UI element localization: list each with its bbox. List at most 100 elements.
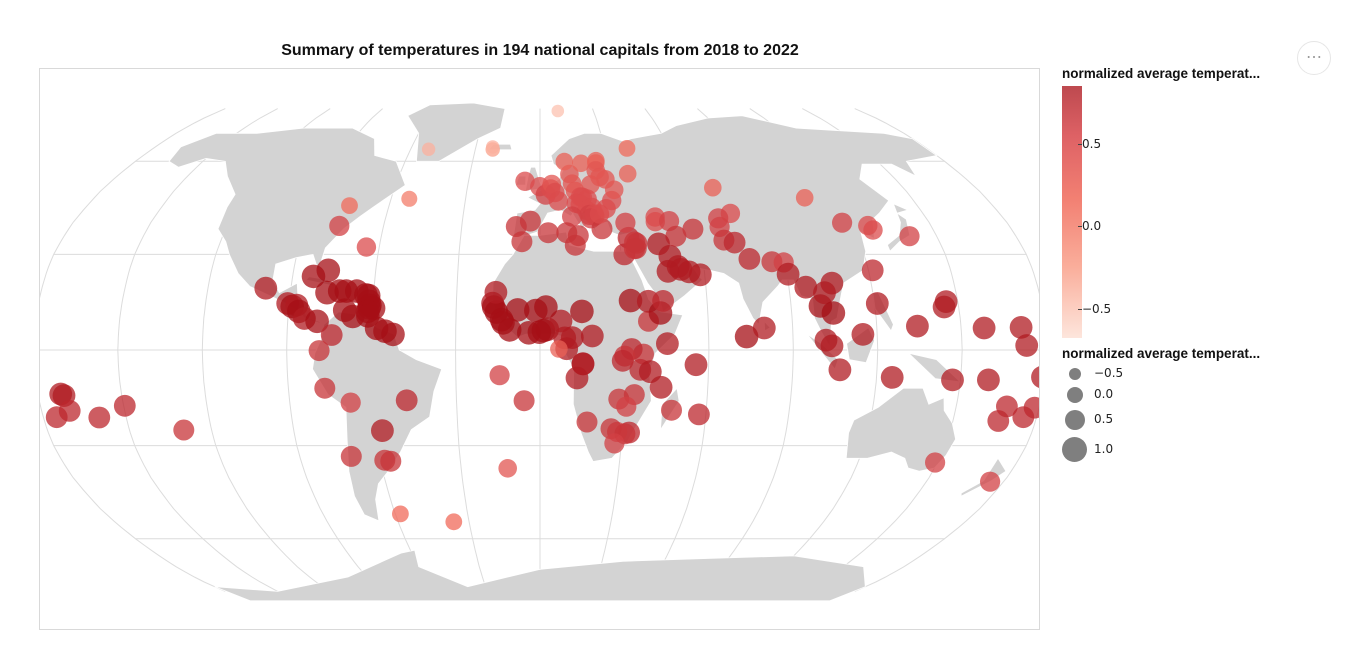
capital-point[interactable] (972, 316, 996, 340)
capital-point[interactable] (88, 406, 111, 429)
capital-point[interactable] (611, 349, 634, 372)
capital-point[interactable] (1009, 316, 1033, 339)
capital-point[interactable] (625, 237, 647, 259)
capital-point[interactable] (401, 190, 418, 207)
capital-point[interactable] (906, 314, 929, 338)
capital-point[interactable] (570, 299, 594, 324)
capital-point[interactable] (316, 258, 341, 283)
capital-point[interactable] (1031, 366, 1040, 389)
capital-point[interactable] (340, 445, 362, 467)
capital-point[interactable] (752, 316, 776, 340)
capital-point[interactable] (580, 324, 604, 348)
capital-point[interactable] (551, 104, 565, 118)
capital-point[interactable] (794, 275, 818, 299)
capital-point[interactable] (356, 237, 377, 257)
capital-point[interactable] (305, 309, 329, 334)
capital-point[interactable] (723, 231, 746, 254)
more-options-button[interactable]: ⋯ (1297, 41, 1331, 75)
capital-point[interactable] (863, 220, 883, 240)
capital-point[interactable] (925, 452, 946, 473)
capital-point[interactable] (656, 332, 679, 355)
capital-point[interactable] (688, 403, 710, 426)
capital-point[interactable] (980, 471, 1001, 492)
capital-point[interactable] (340, 392, 361, 413)
capital-point[interactable] (820, 271, 844, 295)
capital-point[interactable] (380, 450, 402, 472)
capital-point[interactable] (498, 459, 517, 478)
capital-point[interactable] (515, 171, 535, 191)
capital-point[interactable] (684, 353, 708, 377)
capital-point[interactable] (820, 334, 844, 358)
capital-point[interactable] (688, 263, 712, 287)
capital-point[interactable] (795, 189, 814, 207)
capital-point[interactable] (977, 368, 1000, 392)
capital-point[interactable] (341, 197, 358, 215)
capital-point[interactable] (618, 288, 643, 313)
capital-point[interactable] (489, 365, 510, 386)
capital-point[interactable] (565, 366, 589, 390)
capital-point[interactable] (704, 178, 722, 197)
capital-point[interactable] (861, 259, 884, 282)
capital-point[interactable] (173, 419, 195, 441)
capital-point[interactable] (254, 276, 278, 300)
capital-point[interactable] (371, 419, 394, 442)
capital-point[interactable] (828, 358, 852, 382)
capital-point[interactable] (987, 410, 1010, 432)
capital-point[interactable] (661, 399, 682, 421)
capital-point[interactable] (497, 318, 522, 342)
capital-point[interactable] (392, 505, 409, 523)
capital-point[interactable] (555, 152, 574, 171)
capital-point[interactable] (537, 222, 559, 244)
capital-point[interactable] (899, 226, 920, 247)
capital-point[interactable] (340, 304, 365, 329)
capital-point[interactable] (941, 368, 964, 392)
capital-point[interactable] (615, 212, 636, 233)
capital-point[interactable] (851, 323, 875, 346)
capital-point[interactable] (934, 290, 958, 313)
capital-point[interactable] (113, 394, 136, 417)
capital-point[interactable] (618, 140, 636, 157)
capital-point[interactable] (550, 340, 568, 358)
map-frame[interactable] (39, 68, 1040, 630)
capital-point[interactable] (1015, 334, 1039, 357)
capital-point[interactable] (821, 301, 846, 325)
capital-point[interactable] (381, 322, 405, 347)
capital-point[interactable] (652, 290, 674, 312)
capital-point[interactable] (564, 234, 586, 256)
capital-point[interactable] (320, 324, 343, 346)
capital-point[interactable] (618, 164, 637, 183)
capital-point[interactable] (562, 206, 583, 227)
capital-point[interactable] (395, 389, 418, 412)
capital-point[interactable] (484, 280, 508, 304)
capital-point[interactable] (548, 191, 569, 211)
capital-point[interactable] (576, 411, 598, 433)
capital-point[interactable] (865, 292, 889, 315)
capital-point[interactable] (604, 180, 624, 200)
capital-point[interactable] (308, 340, 330, 362)
capital-point[interactable] (421, 142, 436, 156)
capital-point[interactable] (616, 396, 637, 417)
capital-point[interactable] (604, 433, 625, 454)
capital-point[interactable] (591, 218, 613, 240)
map-canvas[interactable] (40, 69, 1040, 630)
capital-point[interactable] (486, 140, 500, 154)
capital-point[interactable] (665, 225, 687, 247)
capital-point[interactable] (880, 366, 904, 389)
capital-point[interactable] (524, 298, 548, 323)
capital-point[interactable] (734, 324, 759, 349)
capital-point[interactable] (649, 375, 673, 399)
capital-point[interactable] (519, 210, 541, 232)
capital-point[interactable] (682, 218, 704, 240)
capital-point[interactable] (776, 262, 800, 286)
capital-point[interactable] (738, 248, 761, 270)
capital-point[interactable] (1012, 406, 1035, 429)
capital-point[interactable] (832, 212, 853, 233)
capital-point[interactable] (513, 390, 535, 412)
capital-point[interactable] (445, 513, 463, 531)
capital-point[interactable] (314, 377, 336, 399)
capital-point[interactable] (45, 406, 68, 429)
capital-point[interactable] (572, 154, 590, 173)
capital-point[interactable] (511, 231, 533, 253)
capital-point[interactable] (329, 215, 350, 236)
capital-point[interactable] (505, 298, 530, 322)
